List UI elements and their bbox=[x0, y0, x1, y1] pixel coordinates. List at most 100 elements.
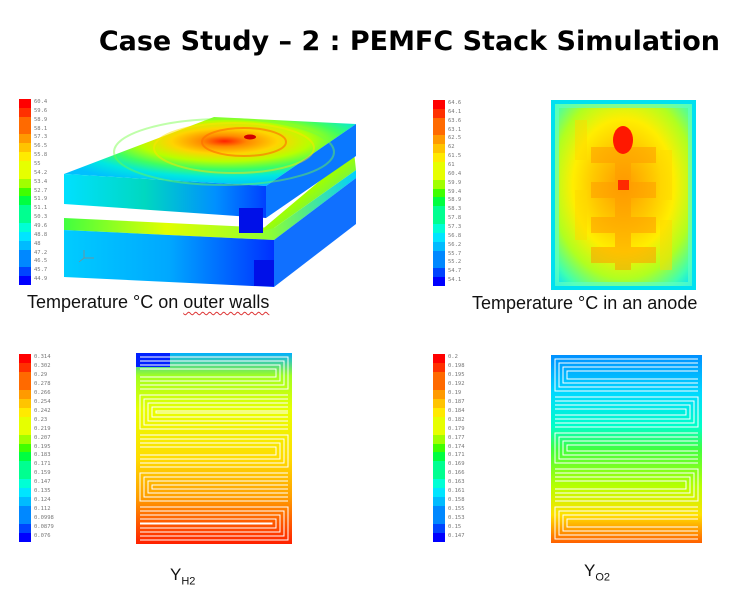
legend-swatch bbox=[19, 134, 31, 144]
legend-tick-label: 0.19 bbox=[448, 389, 462, 396]
legend-swatch bbox=[433, 488, 445, 498]
legend-tick-label: 0.254 bbox=[34, 398, 51, 405]
caption-yo2: YO2 bbox=[584, 561, 610, 583]
legend-tick-label: 47.2 bbox=[34, 249, 48, 256]
stack-3d-plot bbox=[64, 117, 356, 287]
legend-swatch bbox=[433, 515, 445, 525]
legend-swatch bbox=[19, 249, 31, 259]
legend-tick-label: 59.9 bbox=[448, 179, 462, 186]
legend-swatch bbox=[19, 258, 31, 268]
legend-swatch bbox=[433, 277, 445, 287]
legend-tick-label: 0.207 bbox=[34, 434, 51, 441]
legend-swatch bbox=[433, 461, 445, 471]
legend-swatch bbox=[433, 215, 445, 225]
legend-swatch bbox=[433, 407, 445, 418]
legend-tick-label: 51.9 bbox=[34, 196, 48, 203]
legend-tick-label: 58.1 bbox=[34, 125, 48, 132]
legend-swatch bbox=[19, 443, 31, 453]
legend-swatch bbox=[19, 143, 31, 153]
legend-tick-label: 61.5 bbox=[448, 153, 462, 160]
legend-swatch bbox=[19, 533, 31, 543]
legend-swatch bbox=[433, 100, 445, 110]
color-legend-yh2: 0.314 0.302 0.29 0.278 0.266 0.254 0.242 0.23 0.… bbox=[19, 354, 65, 543]
legend-swatch bbox=[433, 362, 445, 373]
legend-tick-label: 0.159 bbox=[34, 470, 51, 477]
legend-tick-label: 55.2 bbox=[448, 259, 462, 266]
legend-swatch bbox=[19, 362, 31, 373]
caption-outer-walls-suffix: outer walls bbox=[183, 292, 270, 312]
legend-swatch bbox=[433, 197, 445, 207]
yh2-subscript: H2 bbox=[181, 575, 196, 588]
legend-swatch bbox=[433, 506, 445, 516]
color-legend-outer-walls: 60.4 59.6 58.9 58.1 57.3 56.5 55.8 55 54.2 53.4 52… bbox=[19, 99, 65, 286]
legend-tick-label: 55 bbox=[34, 161, 41, 167]
legend-tick-label: 0.314 bbox=[34, 354, 51, 360]
legend-tick-label: 0.174 bbox=[448, 443, 465, 450]
legend-tick-label: 58.9 bbox=[34, 116, 48, 123]
legend-swatch bbox=[433, 425, 445, 436]
legend-tick-label: 0.171 bbox=[448, 452, 465, 459]
legend-swatch bbox=[19, 479, 31, 489]
legend-tick-label: 0.15 bbox=[448, 524, 462, 531]
legend-swatch bbox=[19, 223, 31, 233]
legend-swatch bbox=[433, 170, 445, 181]
legend-tick-label: 0.171 bbox=[34, 461, 51, 468]
legend-tick-label: 0.177 bbox=[448, 434, 465, 441]
caption-outer-walls: Temperature °C on outer walls bbox=[27, 292, 269, 313]
legend-swatch bbox=[19, 398, 31, 409]
legend-tick-label: 0.155 bbox=[448, 506, 465, 513]
color-legend-yo2: 0.2 0.198 0.195 0.192 0.19 0.187 0.184 0.182 0.1… bbox=[433, 354, 479, 543]
legend-swatch bbox=[19, 152, 31, 162]
legend-swatch bbox=[433, 470, 445, 480]
legend-tick-label: 63.1 bbox=[448, 126, 462, 133]
legend-tick-label: 0.163 bbox=[448, 479, 465, 486]
flow-channel bbox=[139, 356, 289, 541]
page-title: Case Study – 2 : PEMFC Stack Simulation bbox=[98, 26, 720, 57]
legend-tick-label: 0.147 bbox=[448, 533, 465, 540]
legend-swatch bbox=[19, 434, 31, 444]
legend-tick-label: 55.8 bbox=[34, 152, 48, 159]
legend-swatch bbox=[19, 125, 31, 135]
legend-tick-label: 64.6 bbox=[448, 100, 462, 106]
legend-tick-label: 0.166 bbox=[448, 470, 465, 477]
legend-tick-label: 56.2 bbox=[448, 241, 462, 248]
legend-swatch bbox=[19, 380, 31, 391]
legend-tick-label: 62.5 bbox=[448, 135, 462, 142]
legend-swatch bbox=[19, 116, 31, 127]
legend-swatch bbox=[433, 224, 445, 234]
legend-tick-label: 48.8 bbox=[34, 231, 48, 238]
legend-swatch bbox=[19, 205, 31, 215]
legend-tick-label: 58.9 bbox=[448, 197, 462, 204]
legend-swatch bbox=[433, 533, 445, 543]
legend-tick-label: 57.8 bbox=[448, 215, 462, 222]
legend-tick-label: 0.184 bbox=[448, 407, 465, 414]
legend-swatch bbox=[433, 250, 445, 260]
legend-swatch bbox=[433, 162, 445, 172]
legend-tick-label: 55.7 bbox=[448, 250, 462, 257]
legend-tick-label: 0.302 bbox=[34, 362, 51, 369]
legend-swatch bbox=[433, 452, 445, 462]
legend-swatch bbox=[433, 524, 445, 534]
legend-tick-label: 56.5 bbox=[34, 143, 48, 150]
legend-swatch bbox=[433, 371, 445, 382]
legend-tick-label: 0.195 bbox=[34, 443, 51, 450]
legend-tick-label: 0.242 bbox=[34, 407, 51, 414]
legend-swatch bbox=[433, 188, 445, 198]
legend-tick-label: 0.29 bbox=[34, 371, 48, 378]
legend-swatch bbox=[19, 196, 31, 206]
legend-tick-label: 60.4 bbox=[34, 99, 48, 105]
legend-tick-label: 53.4 bbox=[34, 178, 48, 185]
legend-swatch bbox=[433, 241, 445, 252]
legend-tick-label: 54.7 bbox=[448, 268, 462, 275]
legend-tick-label: 0.161 bbox=[448, 488, 465, 495]
legend-swatch bbox=[433, 443, 445, 453]
legend-swatch bbox=[433, 479, 445, 489]
legend-swatch bbox=[19, 371, 31, 382]
legend-tick-label: 0.169 bbox=[448, 461, 465, 468]
legend-swatch bbox=[433, 232, 445, 243]
legend-tick-label: 45.7 bbox=[34, 267, 48, 274]
legend-swatch bbox=[433, 144, 445, 154]
legend-tick-label: 0.076 bbox=[34, 533, 51, 540]
legend-tick-label: 0.112 bbox=[34, 506, 51, 513]
legend-swatch bbox=[19, 178, 31, 189]
